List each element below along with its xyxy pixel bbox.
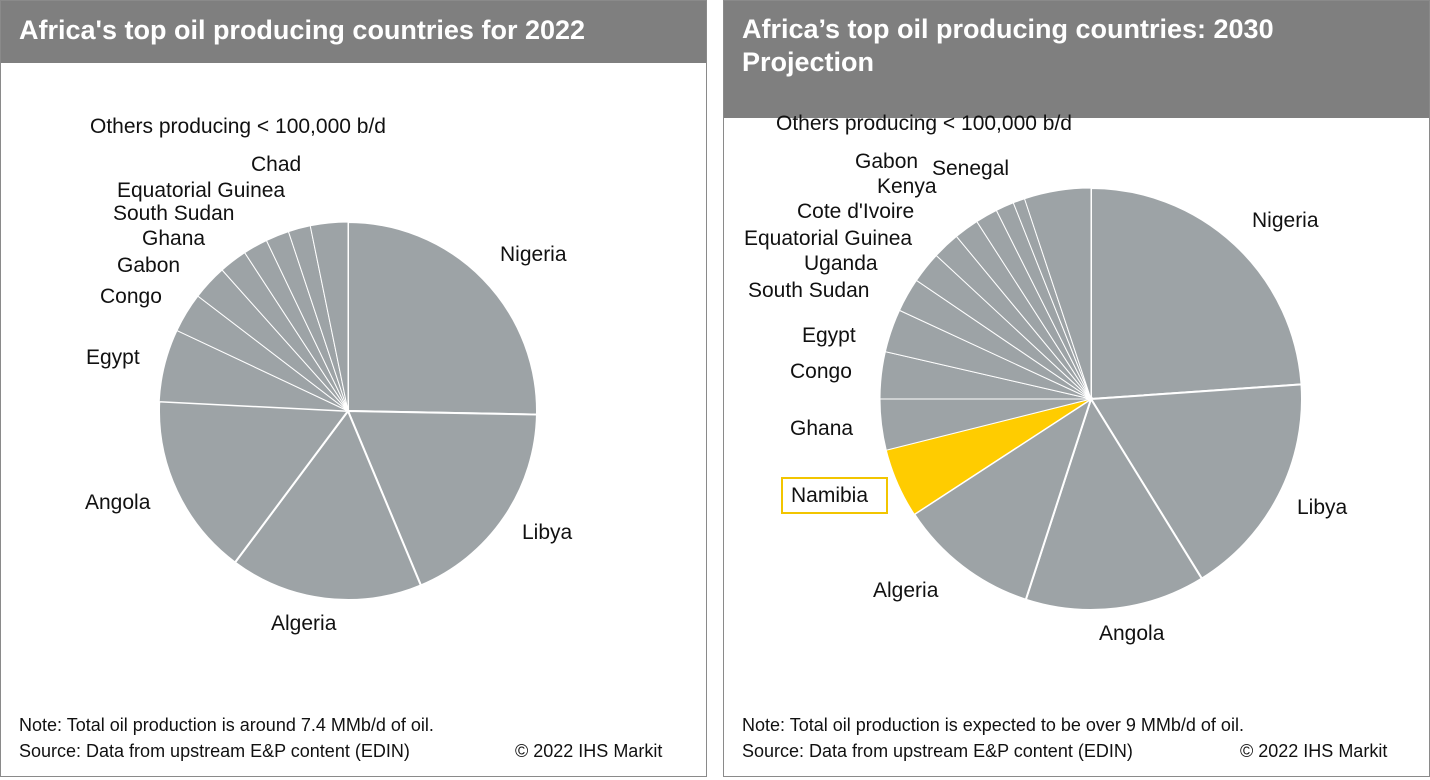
- pie-slice-others-producing-100-000-b-d: [309, 221, 349, 412]
- slice-label: Congo: [100, 285, 162, 308]
- slice-label: Gabon: [855, 150, 919, 173]
- slice-label: Senegal: [932, 157, 1010, 180]
- slice-label: Equatorial Guinea: [117, 179, 286, 202]
- pie-chart-2030: [879, 186, 1303, 611]
- source-text: Source: Data from upstream E&P content (…: [19, 741, 410, 761]
- source-text: Source: Data from upstream E&P content (…: [742, 741, 1133, 761]
- pie-slice-nigeria: [347, 220, 538, 416]
- slice-label: Algeria: [873, 579, 939, 602]
- slice-label: Chad: [251, 153, 302, 176]
- pie-slice-libya: [1089, 383, 1303, 580]
- slice-label: Nigeria: [1252, 209, 1319, 232]
- chart-title: Africa’s top oil producing countries: 20…: [724, 1, 1429, 118]
- slice-label: Algeria: [271, 612, 337, 635]
- others-label: Others producing < 100,000 b/d: [90, 115, 386, 138]
- pie-slice-others-producing-100-000-b-d: [1023, 187, 1092, 400]
- slice-label: Egypt: [802, 324, 856, 347]
- note-text: Note: Total oil production is around 7.4…: [19, 715, 434, 735]
- copyright-text: © 2022 IHS Markit: [1240, 741, 1388, 761]
- note-text: Note: Total oil production is expected t…: [742, 715, 1244, 735]
- pie-slice-algeria: [912, 396, 1093, 601]
- pie-slice-algeria: [233, 408, 423, 601]
- slice-label: Uganda: [804, 252, 878, 275]
- chart-title: Africa's top oil producing countries for…: [1, 1, 706, 63]
- others-label: Others producing < 100,000 b/d: [776, 112, 1072, 135]
- slice-label: Cote d'Ivoire: [797, 200, 915, 223]
- chart-panel-2030: Africa’s top oil producing countries: 20…: [723, 0, 1430, 777]
- slice-label: Angola: [1099, 622, 1165, 645]
- slice-label: Angola: [85, 491, 151, 514]
- slice-label: Ghana: [790, 417, 854, 440]
- slice-label: Ghana: [142, 227, 206, 250]
- pie-slice-angola: [158, 400, 350, 564]
- slice-label: Gabon: [117, 254, 181, 277]
- pie-slice-nigeria: [1090, 186, 1303, 401]
- slice-label: Libya: [1297, 496, 1348, 519]
- slice-label: Congo: [790, 360, 852, 383]
- slice-label-highlight: Namibia: [791, 484, 869, 507]
- slice-label: South Sudan: [113, 202, 235, 225]
- slice-label: Egypt: [86, 346, 140, 369]
- slice-label: South Sudan: [748, 279, 870, 302]
- pie-slice-libya: [346, 409, 538, 587]
- slice-label: Libya: [522, 521, 573, 544]
- pie-chart-2022: [158, 220, 538, 601]
- slice-label: Nigeria: [500, 243, 567, 266]
- copyright-text: © 2022 IHS Markit: [515, 741, 663, 761]
- slice-label: Equatorial Guinea: [744, 227, 913, 250]
- slice-label: Kenya: [877, 175, 937, 198]
- pie-slice-angola: [1024, 396, 1204, 611]
- chart-panel-2022: Africa's top oil producing countries for…: [0, 0, 707, 777]
- namibia-highlight-box: [781, 477, 888, 514]
